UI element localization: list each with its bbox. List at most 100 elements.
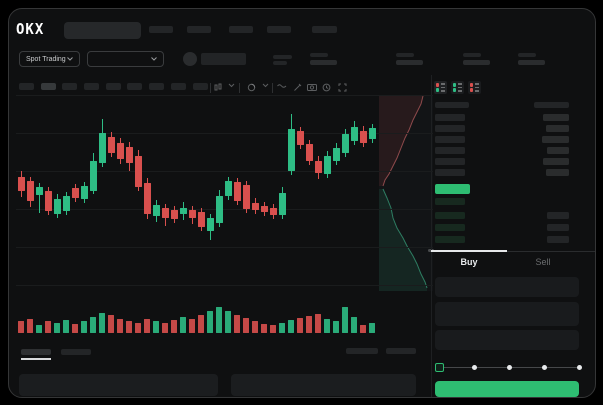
bid-amount-2	[547, 224, 569, 231]
camera-icon[interactable]	[307, 83, 317, 91]
candle-body	[180, 208, 187, 214]
pair-selector-dropdown[interactable]	[87, 51, 164, 67]
ask-price-2[interactable]	[435, 136, 465, 143]
last-price-badge[interactable]	[435, 184, 470, 194]
panel-divider	[431, 75, 432, 397]
bid-price-3[interactable]	[435, 236, 465, 243]
timeframe-4[interactable]	[106, 83, 121, 90]
chart-gridline-3	[16, 209, 433, 210]
candle-body	[351, 127, 358, 141]
volume-bar-28	[270, 325, 276, 333]
fullscreen-icon[interactable]	[338, 83, 347, 92]
ask-price-0[interactable]	[435, 114, 465, 121]
bottom-tab-1[interactable]	[61, 349, 91, 355]
bid-price-0[interactable]	[435, 198, 465, 205]
volume-bar-16	[162, 323, 168, 333]
tab-sell[interactable]: Sell	[535, 257, 551, 267]
candle-body	[306, 144, 313, 161]
nav-item-2[interactable]	[229, 26, 253, 33]
timeframe-7[interactable]	[171, 83, 186, 90]
nav-item-0[interactable]	[149, 26, 173, 33]
wave-tool-icon[interactable]	[277, 83, 287, 89]
volume-bar-2	[36, 325, 42, 333]
timeframe-6[interactable]	[149, 83, 164, 90]
timeframe-2[interactable]	[62, 83, 77, 90]
ticker-label-1	[396, 53, 414, 57]
timeframe-0[interactable]	[19, 83, 34, 90]
amount-field[interactable]	[435, 302, 579, 326]
chart-gridline-2	[16, 171, 433, 172]
bid-price-1[interactable]	[435, 212, 465, 219]
chevron-down-icon[interactable]	[228, 83, 235, 88]
volume-bar-30	[288, 320, 294, 333]
ticker-value-1	[396, 60, 423, 65]
market-type-label: Spot Trading	[26, 55, 66, 63]
candle-body	[144, 183, 151, 214]
nav-item-1[interactable]	[187, 26, 211, 33]
chevron-down-icon	[67, 57, 73, 61]
slider-stop-1[interactable]	[472, 365, 477, 370]
volume-bar-12	[126, 321, 132, 333]
timeframe-3[interactable]	[84, 83, 99, 90]
book-bids-icon[interactable]	[451, 81, 464, 94]
volume-bar-38	[360, 325, 366, 333]
ticker-label-2	[463, 53, 481, 57]
slider-stop-2[interactable]	[507, 365, 512, 370]
candle-body	[36, 187, 43, 195]
volume-bar-23	[225, 311, 231, 333]
bottom-tab-0[interactable]	[21, 349, 51, 355]
book-asks-icon[interactable]	[468, 81, 481, 94]
candle-body	[171, 210, 178, 219]
price-placeholder	[273, 55, 292, 59]
depth-chart[interactable]	[379, 96, 433, 291]
volume-bar-11	[117, 319, 123, 333]
candle-body	[333, 148, 340, 161]
nav-item-4[interactable]	[312, 26, 337, 33]
ticker-value-0	[310, 60, 337, 65]
candle-body	[162, 208, 169, 218]
candle-body	[261, 206, 268, 212]
search-input[interactable]	[64, 22, 141, 39]
price-field[interactable]	[435, 277, 579, 297]
book-icon-top	[453, 83, 456, 87]
slider-handle[interactable]	[435, 363, 444, 372]
volume-bar-27	[261, 324, 267, 333]
candle-body	[342, 134, 349, 153]
ask-price-3[interactable]	[435, 147, 465, 154]
candle-body	[297, 131, 304, 145]
slider-stop-3[interactable]	[542, 365, 547, 370]
draw-pencil-icon[interactable]	[293, 83, 302, 92]
history-panel-placeholder	[231, 374, 416, 396]
slider-stop-4[interactable]	[577, 365, 582, 370]
okx-logo: OKX	[16, 21, 45, 39]
ask-price-1[interactable]	[435, 125, 465, 132]
timeframe-8[interactable]	[193, 83, 208, 90]
nav-item-3[interactable]	[267, 26, 291, 33]
orders-panel-placeholder	[19, 374, 218, 396]
book-icon-line	[458, 90, 462, 92]
candle-type-icon[interactable]	[214, 83, 223, 92]
candle-body	[315, 161, 322, 173]
candle-body	[360, 131, 367, 143]
volume-bar-35	[333, 321, 339, 333]
history-clock-icon[interactable]	[322, 83, 331, 92]
ask-price-5[interactable]	[435, 169, 465, 176]
book-both-icon[interactable]	[434, 81, 447, 94]
total-field[interactable]	[435, 330, 579, 350]
indicator-icon[interactable]	[247, 83, 256, 92]
market-type-dropdown[interactable]: Spot Trading	[19, 51, 80, 67]
timeframe-1[interactable]	[41, 83, 56, 90]
volume-bar-3	[45, 321, 51, 333]
bid-price-2[interactable]	[435, 224, 465, 231]
book-icon-line	[475, 83, 479, 85]
book-icon-line	[458, 83, 462, 85]
volume-bar-10	[108, 315, 114, 333]
timeframe-5[interactable]	[127, 83, 142, 90]
volume-bar-17	[171, 320, 177, 333]
volume-bar-4	[54, 323, 60, 333]
ask-price-4[interactable]	[435, 158, 465, 165]
chevron-down-icon[interactable]	[262, 83, 269, 88]
amount-slider[interactable]	[435, 363, 582, 372]
buy-submit-button[interactable]	[435, 381, 579, 397]
tab-buy[interactable]: Buy	[460, 257, 478, 267]
